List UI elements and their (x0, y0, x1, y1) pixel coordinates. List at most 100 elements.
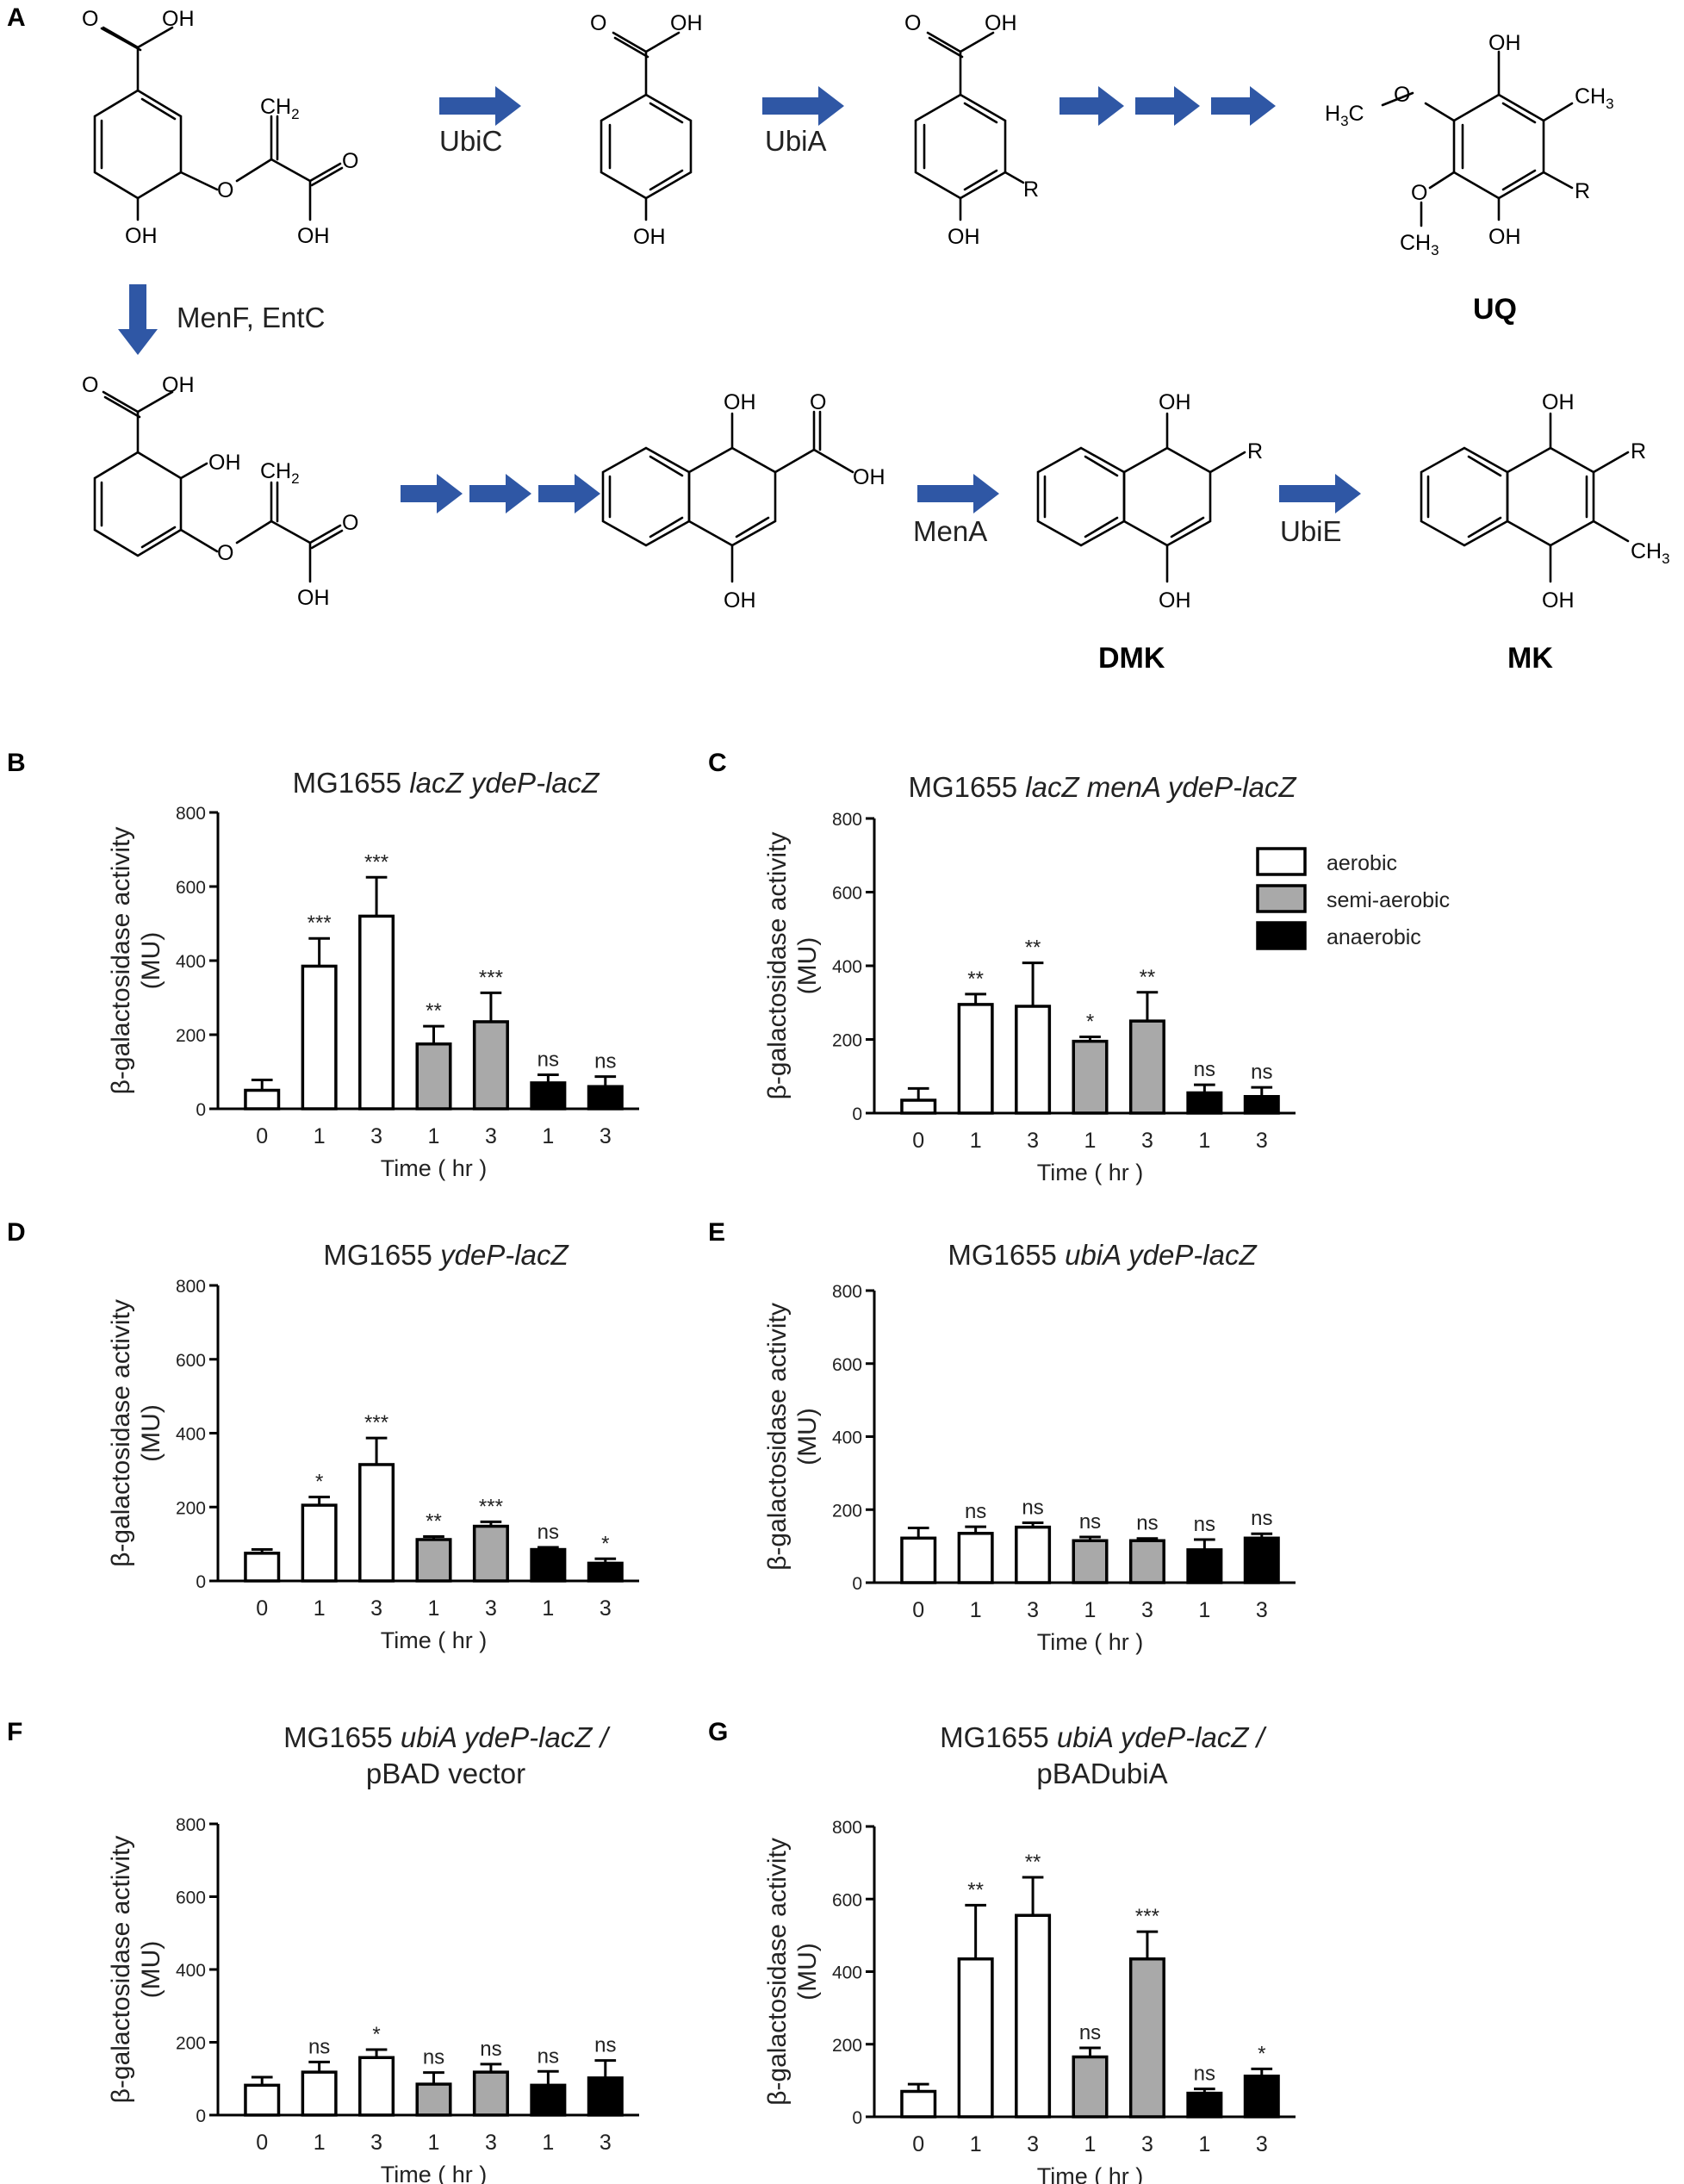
x-tick-label: 0 (256, 1124, 268, 1148)
chart-panel-d: D MG1655 ydeP-lacZ 0 200 400 600 800 β-galactos… (7, 1218, 639, 1653)
x-tick-label: 1 (428, 1596, 440, 1621)
significance-label: ns (480, 2038, 501, 2061)
x-tick-label: 1 (970, 1598, 982, 1622)
y-axis-label-unit: (MU) (137, 1404, 165, 1462)
y-tick-label: 400 (176, 952, 206, 972)
bar-aerobic (957, 1003, 994, 1115)
arrow-icon (118, 284, 158, 355)
y-tick-label: 600 (176, 878, 206, 898)
x-tick-label: 1 (1198, 1598, 1210, 1622)
bar-semi-aerobic (472, 1020, 509, 1111)
x-tick-label: 0 (912, 1598, 924, 1622)
x-tick-label: 3 (370, 2131, 382, 2155)
y-axis-label-unit: (MU) (793, 1943, 822, 2000)
x-tick-label: 1 (542, 1124, 554, 1148)
x-tick-label: 3 (1256, 2132, 1268, 2156)
bar-anaerobic (530, 1081, 567, 1111)
bar-semi-aerobic (1072, 1539, 1109, 1584)
isochorismate-structure: O OH OH CH2 O O OH (82, 373, 358, 610)
x-tick-label: 3 (1027, 2132, 1039, 2156)
significance-label: ** (967, 968, 984, 991)
bar-anaerobic (530, 2083, 567, 2117)
significance-label: * (601, 1532, 609, 1555)
x-tick-label: 1 (542, 1596, 554, 1621)
x-tick-label: 3 (1141, 1129, 1153, 1153)
bar-semi-aerobic (415, 1538, 452, 1583)
y-tick-label: 800 (832, 1818, 862, 1838)
x-tick-label: 3 (1141, 1598, 1153, 1622)
chorismate-structure: O OH O CH2 O OH OH (82, 7, 358, 248)
legend-label-anaerobic: anaerobic (1327, 925, 1421, 949)
x-tick-label: 1 (542, 2131, 554, 2155)
atom-oh: OH (125, 224, 158, 248)
significance-label: * (1258, 2042, 1265, 2065)
y-axis-label: β-galactosidase activity (107, 1836, 135, 2104)
y-tick-label: 0 (196, 1572, 206, 1592)
prenyl-hydroxybenzoate-structure: O OH R OH (904, 11, 1039, 249)
y-axis-label-unit: (MU) (137, 932, 165, 990)
panel-letter: D (7, 1218, 26, 1247)
x-tick-label: 1 (1084, 1129, 1097, 1153)
bar-semi-aerobic (1128, 1957, 1165, 2119)
significance-label: *** (1135, 1905, 1159, 1928)
atom-oh: OH (1159, 588, 1191, 613)
x-tick-label: 3 (1141, 2132, 1153, 2156)
bar-semi-aerobic (1072, 2055, 1109, 2119)
x-tick-label: 0 (256, 2131, 268, 2155)
atom-oh: OH (633, 225, 666, 249)
x-tick-label: 0 (912, 1129, 924, 1153)
bar-anaerobic (587, 1085, 624, 1111)
enzyme-ubia-label: UbiA (765, 125, 827, 157)
significance-label: ns (594, 1050, 616, 1073)
arrow-icon (762, 86, 844, 126)
y-axis-label-unit: (MU) (137, 1941, 165, 1999)
x-tick-label: 1 (1198, 1129, 1210, 1153)
x-axis-label: Time ( hr ) (1037, 2163, 1144, 2184)
x-tick-label: 3 (600, 1596, 612, 1621)
atom-o: O (1411, 181, 1427, 205)
y-tick-label: 200 (832, 2036, 862, 2056)
significance-label: * (1086, 1011, 1094, 1034)
x-axis-label: Time ( hr ) (381, 1155, 488, 1181)
significance-label: ** (1025, 936, 1041, 960)
dmk-structure: OH R OH (1036, 390, 1263, 613)
significance-label: *** (479, 1495, 503, 1518)
bar-semi-aerobic (1128, 1539, 1165, 1584)
mk-structure: OH R CH3 OH (1420, 390, 1670, 613)
dhna-structure: OH O OH OH (601, 390, 885, 613)
y-axis-label-unit: (MU) (793, 1408, 822, 1465)
bar-semi-aerobic (472, 1524, 509, 1583)
chart-subtitle: pBADubiA (1036, 1758, 1167, 1789)
bar-aerobic (358, 1463, 395, 1583)
atom-oh: OH (1488, 31, 1521, 55)
atom-o: O (342, 149, 358, 173)
y-tick-label: 800 (832, 810, 862, 830)
y-tick-label: 0 (852, 2108, 862, 2128)
y-tick-label: 400 (176, 1961, 206, 1981)
atom-oh: OH (724, 390, 756, 414)
significance-label: ns (965, 1500, 986, 1523)
y-axis-label: β-galactosidase activity (763, 832, 792, 1100)
bar-aerobic (1015, 1913, 1052, 2119)
compound-uq-label: UQ (1473, 293, 1517, 326)
chart-title: MG1655 ubiA ydeP-lacZ / (940, 1721, 1266, 1753)
x-tick-label: 3 (370, 1124, 382, 1148)
bar-semi-aerobic (1128, 1019, 1165, 1115)
bar-aerobic (358, 914, 395, 1111)
x-tick-label: 1 (314, 2131, 326, 2155)
x-tick-label: 3 (1256, 1598, 1268, 1622)
enzyme-mena-label: MenA (913, 515, 987, 547)
arrow-icon (1135, 86, 1200, 126)
significance-label: ns (1194, 2063, 1215, 2086)
significance-label: *** (479, 966, 503, 989)
bar-aerobic (1015, 1005, 1052, 1115)
atom-r: R (1631, 439, 1646, 464)
panel-a-pathway: A O OH O CH2 O OH OH (7, 3, 1670, 675)
y-axis-label: β-galactosidase activity (763, 1838, 792, 2106)
panel-letter: C (708, 749, 727, 777)
y-tick-label: 200 (176, 1498, 206, 1518)
atom-o: O (1394, 83, 1410, 107)
atom-r: R (1023, 177, 1039, 202)
bar-aerobic (957, 1532, 994, 1584)
y-tick-label: 0 (852, 1574, 862, 1594)
